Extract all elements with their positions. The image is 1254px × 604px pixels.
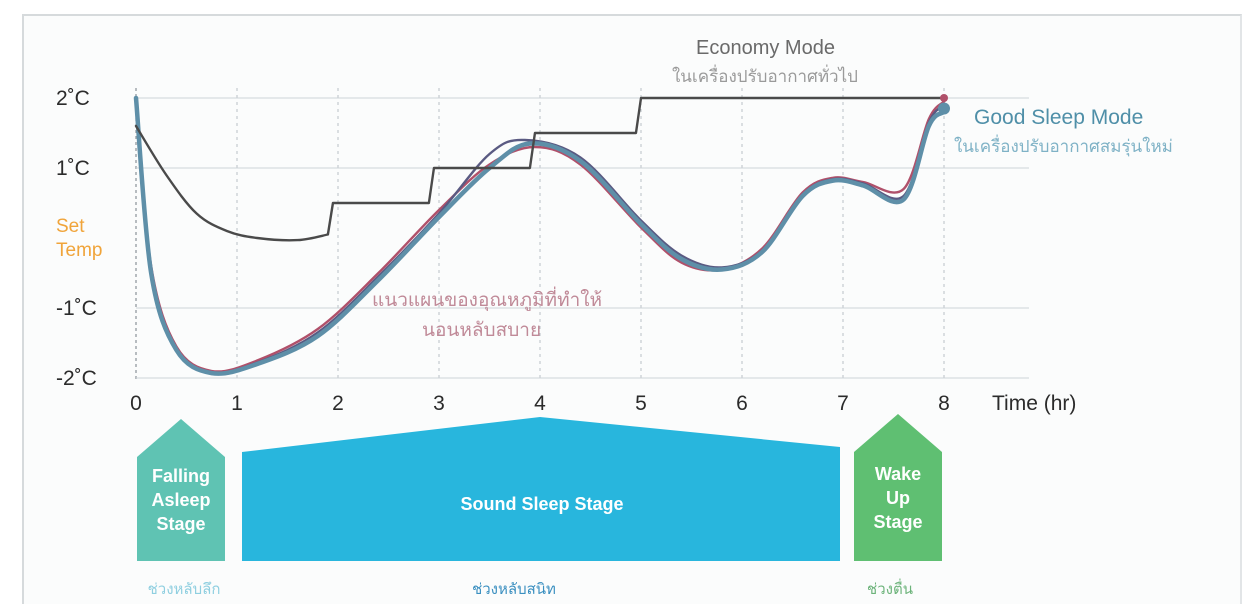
series-line-economy-mode xyxy=(134,96,946,242)
stage-wake-up-sub: ช่วงตื่น xyxy=(867,578,913,598)
y-tick-label: -2˚C xyxy=(56,367,97,390)
y-tick-label: -1˚C xyxy=(56,297,97,320)
stage-wake-up-label-2: Up xyxy=(886,488,910,508)
x-tick-label: 4 xyxy=(534,392,546,415)
sleep-temperature-chart: 0 1 2 3 4 5 6 7 8 2˚C 1˚C -1˚C -2˚C Set Temp Time (hr)… xyxy=(56,37,1173,598)
stage-falling-asleep-label-3: Stage xyxy=(156,514,205,534)
annotation-line-2: นอนหลับสบาย xyxy=(422,320,541,341)
series-end-marker xyxy=(938,102,950,115)
x-tick-label: 5 xyxy=(635,392,647,415)
series-line-good-sleep-mode xyxy=(133,95,947,376)
x-tick-label: 0 xyxy=(130,392,142,415)
chart-frame: 0 1 2 3 4 5 6 7 8 2˚C 1˚C -1˚C -2˚C Set Temp Time (hr)… xyxy=(22,14,1242,604)
stage-sound-sleep-sub: ช่วงหลับสนิท xyxy=(472,581,556,598)
sleep-stages: Falling Asleep Stage Sound Sleep Stage W… xyxy=(137,414,942,598)
legend-economy-mode: Economy Mode xyxy=(696,37,835,59)
legend-good-sleep-mode: Good Sleep Mode xyxy=(974,106,1143,129)
y-tick-label: 1˚C xyxy=(56,157,90,180)
stage-falling-asleep-label-2: Asleep xyxy=(151,490,210,510)
stage-sound-sleep xyxy=(242,417,840,561)
y-tick-label: 2˚C xyxy=(56,87,90,110)
stage-falling-asleep xyxy=(137,419,225,561)
stage-sound-sleep-label: Sound Sleep Stage xyxy=(460,494,623,514)
series-end-marker xyxy=(940,94,948,102)
x-tick-label: 3 xyxy=(433,392,445,415)
stage-falling-asleep-label-1: Falling xyxy=(152,466,210,486)
set-temp-label-line-1: Set xyxy=(56,216,85,237)
x-tick-label: 8 xyxy=(938,392,950,415)
set-temp-label-line-2: Temp xyxy=(56,240,102,261)
stage-wake-up xyxy=(854,414,942,561)
legend-economy-mode-sub: ในเครื่องปรับอากาศทั่วไป xyxy=(672,64,858,86)
grid xyxy=(135,88,1029,382)
x-axis-label: Time (hr) xyxy=(992,392,1076,415)
x-tick-label: 1 xyxy=(231,392,243,415)
x-tick-label: 2 xyxy=(332,392,344,415)
stage-wake-up-label-3: Stage xyxy=(873,512,922,532)
x-tick-label: 7 xyxy=(837,392,849,415)
stage-falling-asleep-sub: ช่วงหลับลึก xyxy=(148,581,221,598)
axis-ticks: 0 1 2 3 4 5 6 7 8 2˚C 1˚C -1˚C -2˚C Set Temp xyxy=(56,87,950,415)
legend-good-sleep-mode-sub: ในเครื่องปรับอากาศสมรุ่นใหม่ xyxy=(954,134,1173,157)
x-tick-label: 6 xyxy=(736,392,748,415)
stage-wake-up-label-1: Wake xyxy=(875,464,921,484)
annotation-line-1: แนวแผนของอุณหภูมิที่ทำให้ xyxy=(372,286,602,312)
series-layer xyxy=(133,94,950,376)
